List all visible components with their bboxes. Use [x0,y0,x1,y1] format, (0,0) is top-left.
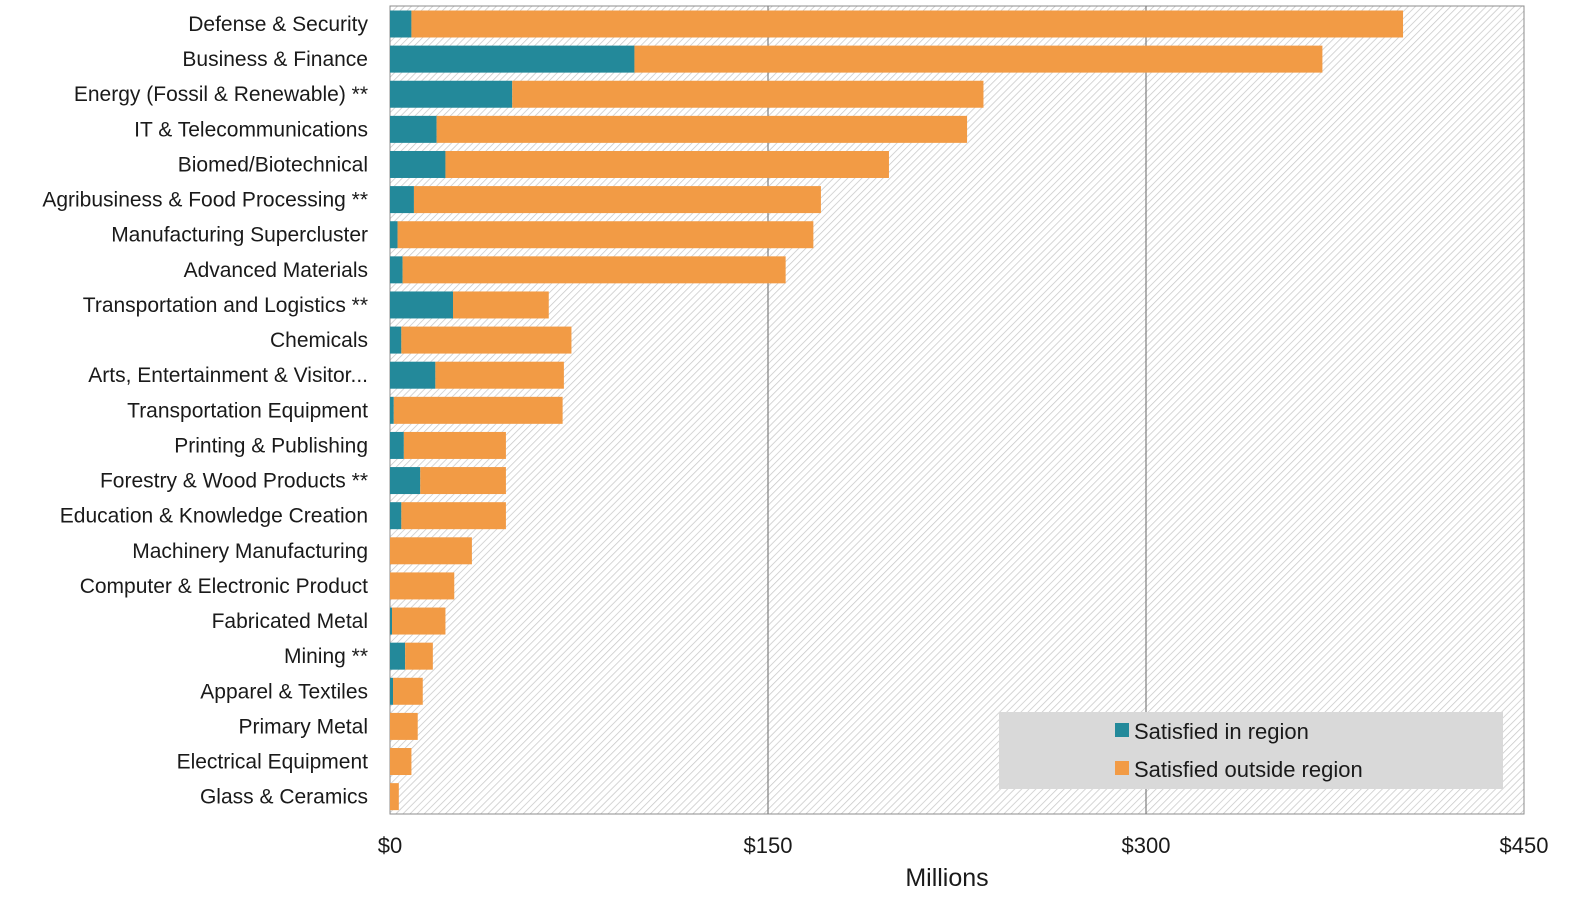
bar-in-region [390,502,402,530]
bar-outside-region [390,712,418,740]
bar-outside-region [435,361,564,389]
bar-in-region [390,361,436,389]
bar-in-region [390,326,402,354]
bar-in-region [390,186,414,214]
category-label: Electrical Equipment [177,751,369,774]
legend-background [999,712,1503,789]
legend-swatch-outside-region [1115,761,1129,775]
category-label: Advanced Materials [184,259,368,282]
bar-outside-region [411,10,1404,38]
x-axis-title: Millions [905,864,988,892]
category-label: Machinery Manufacturing [132,540,368,563]
category-label: Apparel & Textiles [200,680,368,703]
category-label: Fabricated Metal [212,610,368,633]
category-label: Forestry & Wood Products ** [100,470,368,493]
category-label: Agribusiness & Food Processing ** [42,189,368,212]
legend-swatch-in-region [1115,723,1129,737]
legend-label-in-region: Satisfied in region [1134,719,1309,744]
bar-outside-region [413,186,821,214]
bar-outside-region [401,502,506,530]
category-label: Mining ** [284,645,368,668]
category-label: Manufacturing Supercluster [111,224,368,247]
bar-outside-region [390,572,455,600]
bar-outside-region [405,642,433,670]
category-label: Computer & Electronic Product [80,575,368,598]
bar-in-region [390,291,453,319]
bar-in-region [390,80,513,108]
bar-in-region [390,467,421,495]
legend: Satisfied in region Satisfied outside re… [999,712,1503,789]
bar-outside-region [445,150,889,178]
bar-outside-region [397,221,814,249]
bar-outside-region [403,431,506,459]
bar-outside-region [390,537,472,565]
bar-in-region [390,256,403,284]
bar-outside-region [393,396,563,424]
bar-outside-region [512,80,984,108]
x-tick-label: $150 [744,833,793,858]
bar-outside-region [420,467,506,495]
bar-in-region [390,677,394,705]
bar-outside-region [390,783,399,811]
bar-outside-region [436,115,968,143]
category-label: Transportation Equipment [127,399,368,422]
category-label: Glass & Ceramics [200,786,368,809]
bar-outside-region [390,748,412,776]
x-tick-label: $450 [1500,833,1549,858]
bar-in-region [390,396,394,424]
bar-in-region [390,221,398,249]
bar-outside-region [453,291,549,319]
bar-outside-region [401,326,572,354]
bar-outside-region [402,256,786,284]
bar-in-region [390,10,412,38]
category-label: Education & Knowledge Creation [60,505,368,528]
bar-in-region [390,150,446,178]
bars [390,10,1404,811]
category-label: Printing & Publishing [174,434,368,457]
bar-outside-region [392,607,446,635]
bar-in-region [390,607,393,635]
legend-label-outside-region: Satisfied outside region [1134,757,1363,782]
category-label: IT & Telecommunications [134,118,368,141]
category-label: Energy (Fossil & Renewable) ** [74,83,368,106]
bar-outside-region [393,677,423,705]
category-label: Transportation and Logistics ** [83,294,368,317]
category-label: Arts, Entertainment & Visitor... [88,364,368,387]
category-label: Biomed/Biotechnical [178,153,368,176]
bar-in-region [390,431,404,459]
category-label: Defense & Security [188,13,368,36]
category-label: Business & Finance [182,48,368,71]
x-axis-ticks: $0 $150 $300 $450 [378,833,1549,858]
category-label: Chemicals [270,329,368,352]
bar-in-region [390,45,635,73]
x-tick-label: $300 [1122,833,1171,858]
bar-outside-region [634,45,1323,73]
category-label: Primary Metal [238,715,368,738]
category-labels: Defense & Security Business & Finance Ener… [42,13,368,809]
bar-in-region [390,642,406,670]
bar-in-region [390,115,437,143]
x-tick-label: $0 [378,833,402,858]
